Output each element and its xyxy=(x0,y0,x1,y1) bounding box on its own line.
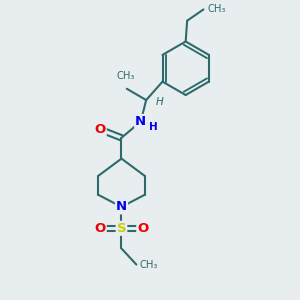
Text: H: H xyxy=(149,122,158,132)
Text: N: N xyxy=(116,200,127,213)
Text: H: H xyxy=(156,97,164,106)
Text: N: N xyxy=(135,115,146,128)
Text: CH₃: CH₃ xyxy=(207,4,225,14)
Text: CH₃: CH₃ xyxy=(116,71,134,81)
Text: O: O xyxy=(94,222,106,235)
Text: CH₃: CH₃ xyxy=(140,260,158,270)
Text: S: S xyxy=(117,222,126,235)
Text: O: O xyxy=(137,222,148,235)
Text: O: O xyxy=(94,123,106,136)
